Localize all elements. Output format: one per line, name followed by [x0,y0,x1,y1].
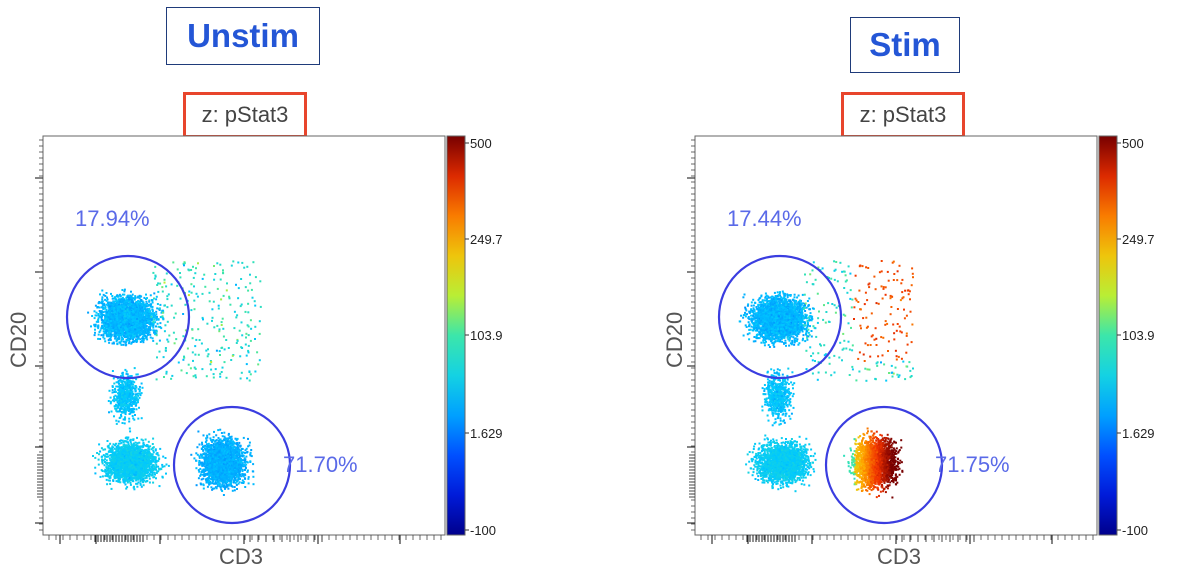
gate-percent-label: 71.70% [283,452,358,477]
colorbar-tick-label: 1.629 [1122,426,1155,441]
density-plot: 17.44% 71.75% 500 249.7 103.9 1.629 -100 [687,135,1155,544]
colorbar-tick-label: 249.7 [470,232,503,247]
condition-label: Stim [850,17,960,73]
event-points [87,260,262,496]
colorbar [1098,135,1118,536]
gate-percent-label: 71.75% [935,452,1010,477]
colorbar [446,135,466,536]
density-plot: 17.94% 71.70% 500 249.7 103.9 1.629 -100 [35,135,503,544]
colorbar-tick-label: 1.629 [470,426,503,441]
colorbar-tick-label: 249.7 [1122,232,1155,247]
y-axis-ticks [35,139,43,531]
gate-t-cells [172,405,292,525]
x-axis-label: CD3 [219,544,264,569]
x-axis-label: CD3 [877,544,922,569]
colorbar-tick-label: -100 [1122,523,1148,538]
y-axis-label: CD20 [6,311,31,368]
gate-percent-label: 17.44% [727,206,802,231]
x-axis-ticks [700,535,1094,544]
panel-stim: Stim z: pStat3 17.44% 71.75% 500 249.7 103.9… [652,0,1179,575]
colorbar-tick-label: -100 [470,523,496,538]
x-axis-ticks [48,535,442,544]
colorbar-tick-label: 500 [1122,136,1144,151]
colorbar-tick-label: 103.9 [1122,328,1155,343]
colorbar-tick-label: 103.9 [470,328,503,343]
y-axis-label: CD20 [662,311,687,368]
colorbar-tick-label: 500 [470,136,492,151]
event-points [738,260,914,499]
panel-unstim: Unstim z: pStat3 17.94% 71.70% 500 249.7 103… [0,0,560,575]
gate-percent-label: 17.94% [75,206,150,231]
gate-b-cells [717,254,843,380]
condition-label: Unstim [166,7,320,65]
gate-t-cells [824,405,944,525]
gate-b-cells [65,254,191,380]
y-axis-ticks [687,139,695,531]
